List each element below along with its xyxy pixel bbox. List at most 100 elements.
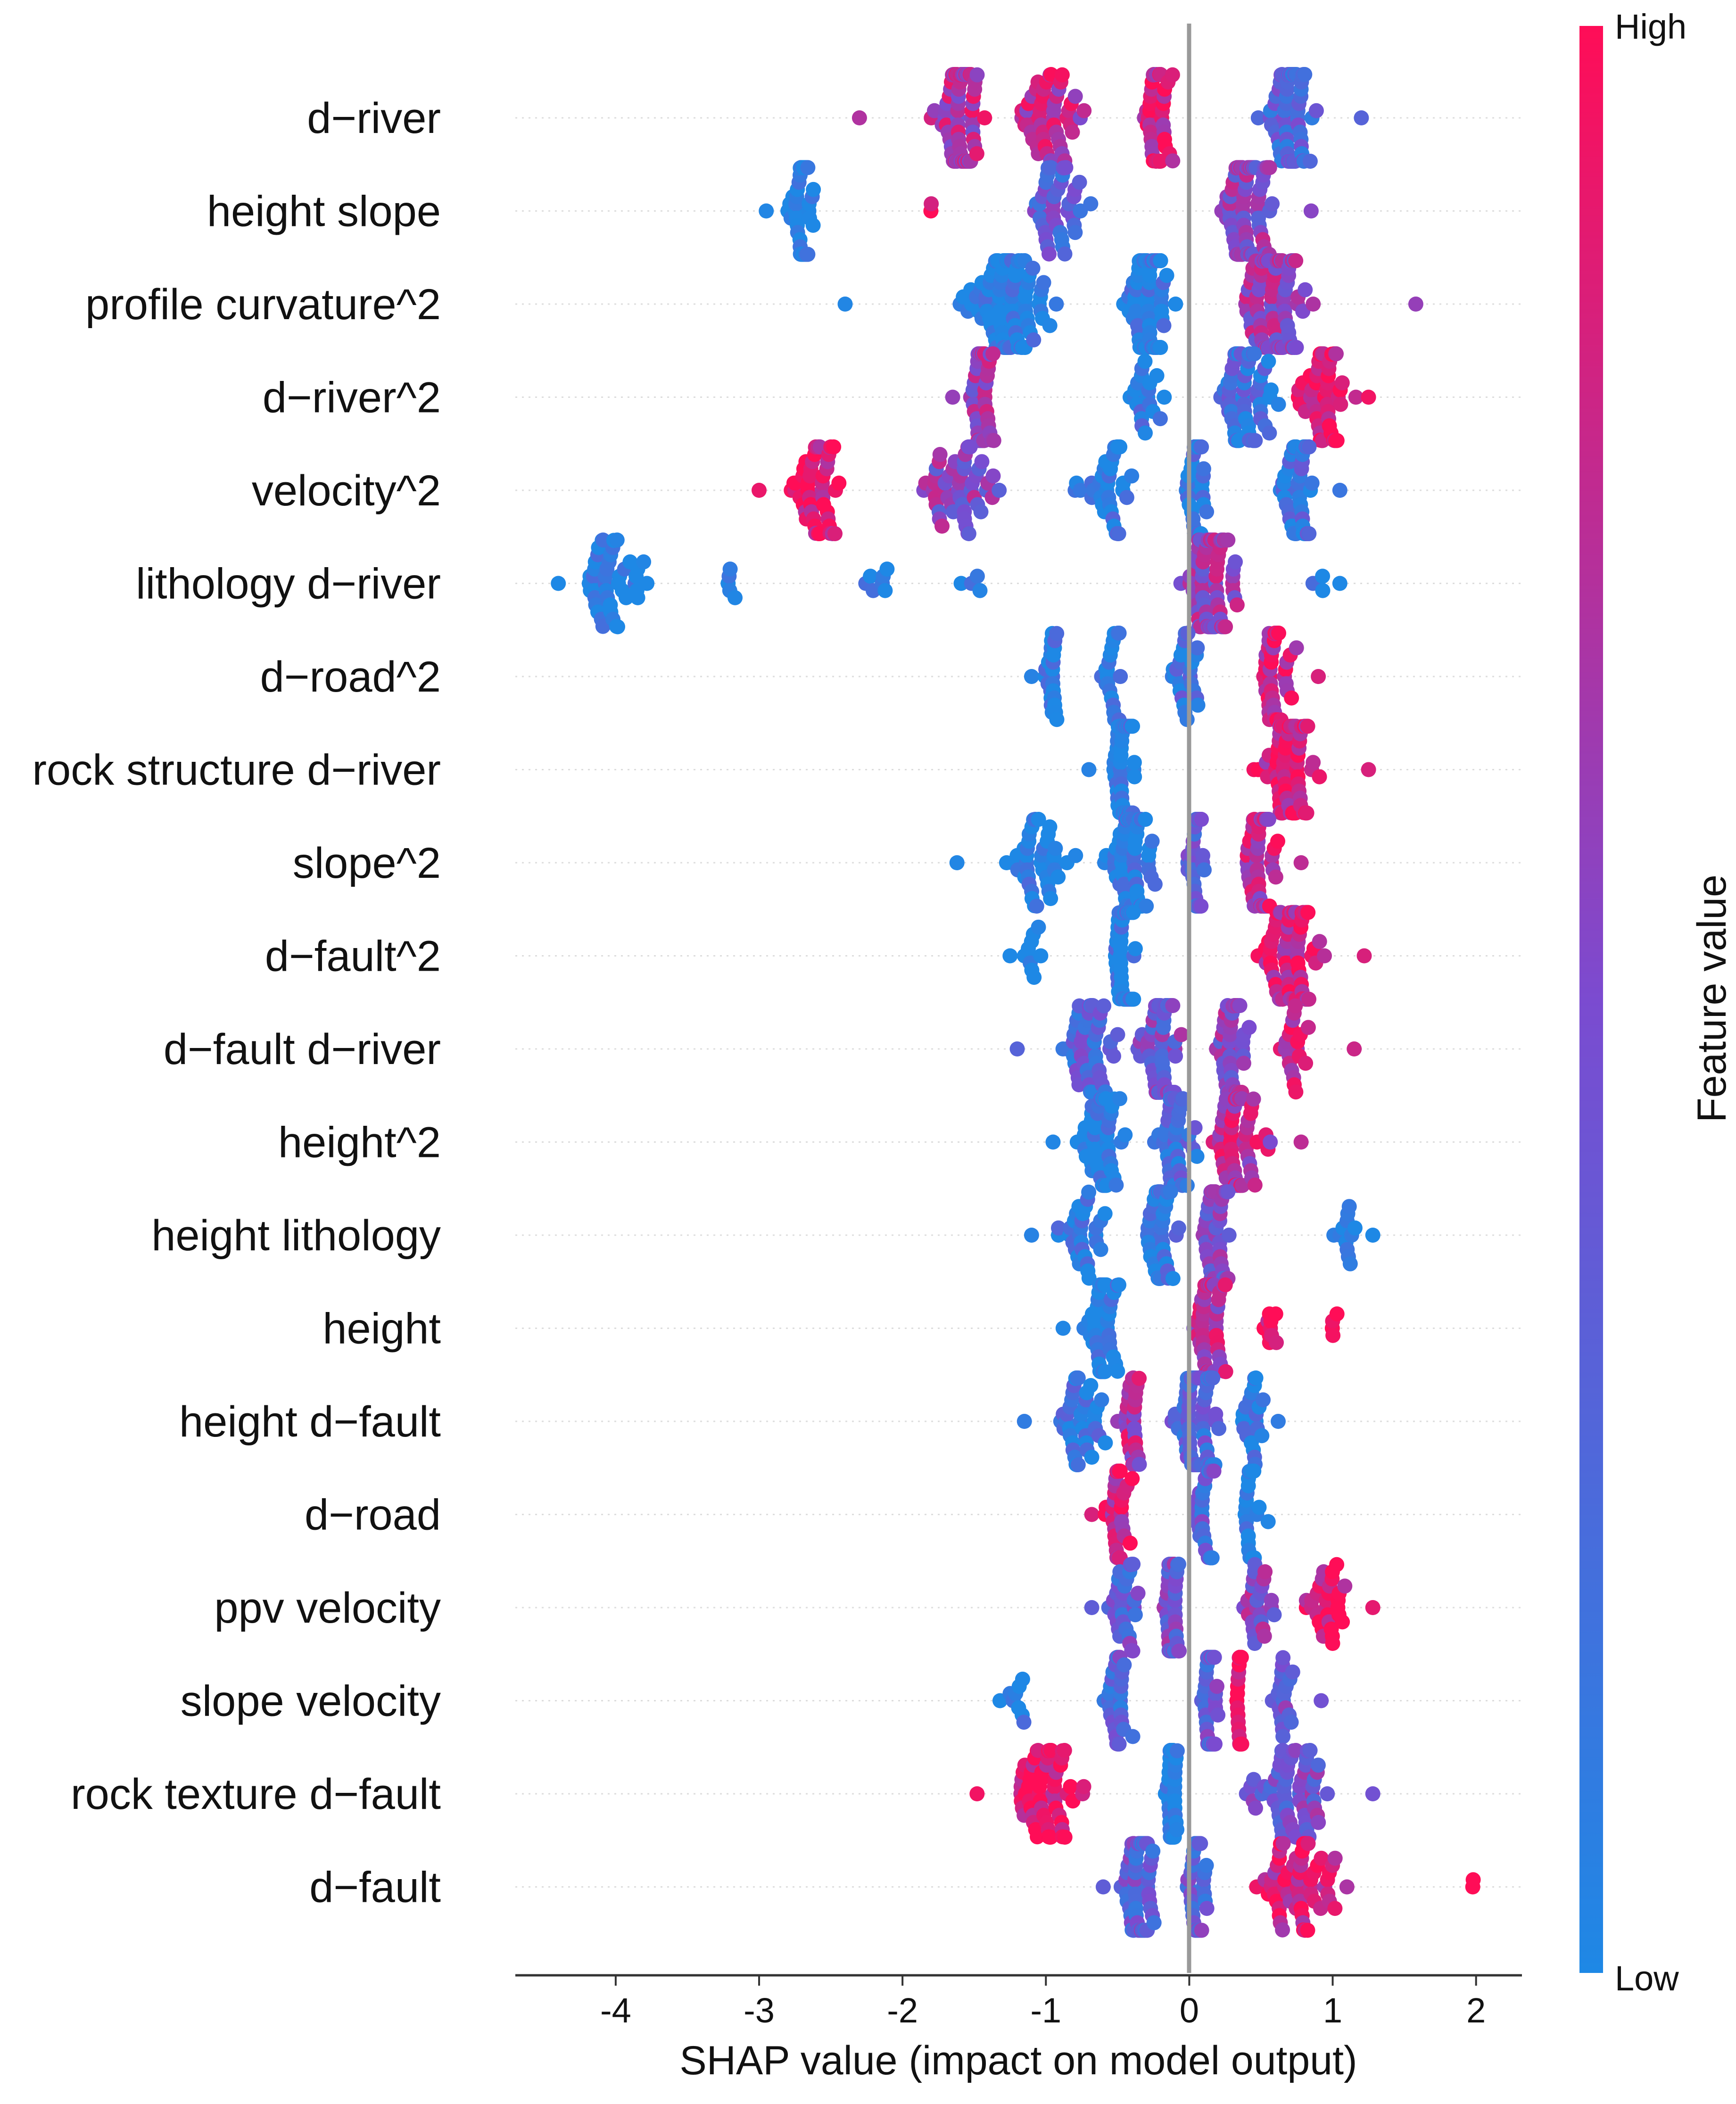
colorbar-gradient xyxy=(1579,26,1603,1973)
shap-point xyxy=(831,475,847,491)
feature-row-points xyxy=(949,812,1309,914)
shap-point xyxy=(1147,876,1163,892)
feature-row-points xyxy=(759,160,1319,262)
shap-point xyxy=(1261,812,1276,827)
shap-point xyxy=(1116,1657,1132,1673)
shap-point xyxy=(1165,1271,1181,1286)
shap-point xyxy=(1026,970,1042,985)
shap-point xyxy=(1189,1148,1205,1164)
shap-point xyxy=(1175,1091,1190,1106)
shap-point xyxy=(1058,160,1074,175)
feature-label: d−river xyxy=(307,94,441,142)
feature-label: velocity^2 xyxy=(252,467,441,515)
shap-point xyxy=(1337,1578,1353,1594)
shap-point xyxy=(1209,1679,1224,1694)
feature-row-points xyxy=(1084,1463,1276,1566)
shap-point xyxy=(977,110,992,125)
shap-point xyxy=(1315,569,1331,584)
shap-point xyxy=(1263,1134,1278,1150)
feature-row-points xyxy=(1084,1557,1381,1658)
shap-point xyxy=(1247,346,1262,362)
shap-point xyxy=(1275,1836,1291,1851)
shap-point xyxy=(1199,1901,1215,1916)
shap-point xyxy=(1190,640,1205,656)
row-gridlines xyxy=(515,117,1522,1888)
shap-point xyxy=(1204,1550,1220,1566)
shap-point xyxy=(1146,1915,1162,1931)
shap-point xyxy=(610,619,625,635)
shap-point xyxy=(1138,812,1153,827)
shap-points xyxy=(551,67,1481,1938)
shap-point xyxy=(1342,1256,1358,1271)
shap-point xyxy=(969,67,985,83)
shap-point xyxy=(1241,1020,1257,1035)
shap-point xyxy=(1262,425,1277,441)
x-tick-label: -1 xyxy=(1030,1991,1061,2030)
shap-point xyxy=(1312,934,1327,949)
shap-point xyxy=(1275,1922,1290,1938)
shap-point xyxy=(1055,1320,1071,1336)
shap-point xyxy=(1112,1091,1127,1106)
x-tick-label: 1 xyxy=(1323,1991,1342,2030)
shap-point xyxy=(619,590,634,605)
shap-point xyxy=(932,447,948,462)
shap-point xyxy=(1165,67,1180,83)
feature-row-points xyxy=(1017,1370,1286,1472)
shap-point xyxy=(1016,1715,1032,1730)
shap-point xyxy=(1057,1743,1072,1758)
shap-point xyxy=(1327,1850,1343,1866)
shap-point xyxy=(1329,1306,1345,1322)
shap-point xyxy=(1132,1370,1147,1386)
shap-point xyxy=(1083,196,1099,212)
shap-point xyxy=(1312,769,1327,784)
shap-point xyxy=(1139,899,1154,914)
shap-point xyxy=(1093,1242,1108,1257)
shap-point xyxy=(1194,439,1209,454)
shap-point xyxy=(1320,1786,1335,1801)
shap-point xyxy=(1306,297,1321,312)
feature-row-points xyxy=(1045,1091,1309,1193)
shap-point xyxy=(1329,346,1344,362)
x-axis: -4 -3 -2 -1 0 1 2 xyxy=(515,1974,1522,2030)
shap-point xyxy=(1270,833,1285,849)
shap-point xyxy=(1221,1228,1237,1243)
shap-point xyxy=(1108,1177,1124,1193)
feature-row-points xyxy=(992,1650,1329,1752)
shap-point xyxy=(1125,1557,1141,1572)
shap-point xyxy=(1125,1729,1141,1744)
shap-point xyxy=(1297,67,1313,82)
shap-point xyxy=(636,554,652,569)
shap-point xyxy=(630,590,645,605)
feature-label: d−road xyxy=(305,1491,441,1539)
shap-point xyxy=(1054,67,1070,83)
shap-point xyxy=(1302,1743,1318,1758)
x-tick-label: -4 xyxy=(600,1991,631,2030)
feature-label: d−road^2 xyxy=(260,653,441,701)
shap-point xyxy=(1306,755,1321,770)
shap-point xyxy=(1289,340,1304,355)
shap-point xyxy=(1084,1450,1099,1465)
shap-point xyxy=(1043,160,1058,175)
shap-point xyxy=(1301,991,1316,1007)
shap-point xyxy=(1125,1643,1141,1658)
shap-point xyxy=(1174,1027,1189,1042)
shap-point xyxy=(1049,712,1065,727)
shap-point xyxy=(1119,490,1134,505)
shap-point xyxy=(1125,905,1141,920)
shap-point xyxy=(1096,998,1112,1014)
shap-point xyxy=(1137,354,1153,369)
x-tick-label: -2 xyxy=(887,1991,918,2030)
shap-point xyxy=(1153,253,1168,268)
shap-point xyxy=(1288,998,1303,1014)
shap-point xyxy=(1229,597,1245,613)
shap-point xyxy=(1233,1650,1249,1665)
shap-point xyxy=(1111,626,1127,641)
shap-point xyxy=(1250,110,1266,125)
shap-point xyxy=(1156,318,1172,333)
shap-point xyxy=(1194,812,1209,827)
shap-point xyxy=(1024,669,1039,684)
x-ticks: -4 -3 -2 -1 0 1 2 xyxy=(600,1975,1486,2030)
shap-point xyxy=(800,247,816,262)
colorbar-low-label: Low xyxy=(1615,1959,1679,1998)
x-axis-title: SHAP value (impact on model output) xyxy=(679,2038,1357,2083)
